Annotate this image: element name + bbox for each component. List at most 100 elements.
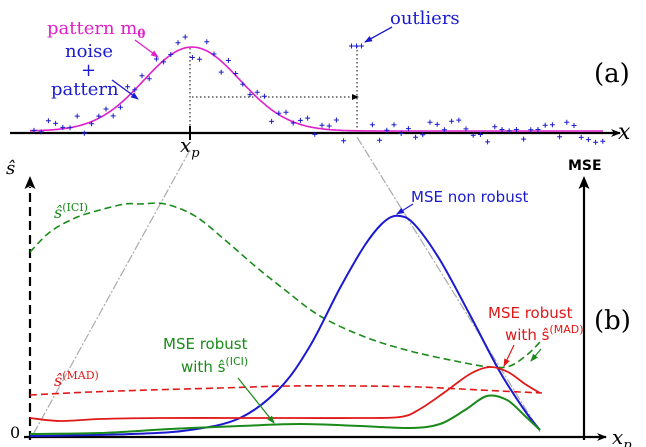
panel-a: x xp pattern mθ noise + pattern outliers… xyxy=(10,8,631,161)
panel-b-left-axis-label: ŝ xyxy=(6,158,15,179)
panel-a-tag: (a) xyxy=(594,59,630,89)
noise-point xyxy=(499,127,505,132)
noise-point xyxy=(247,92,253,98)
panel-b-x-axis-label: xp xyxy=(612,425,632,447)
noise-point xyxy=(139,73,145,79)
noise-point xyxy=(549,122,555,128)
mad-label: ŝ(MAD) xyxy=(54,369,99,390)
mse-robust-mad-arrow xyxy=(503,344,515,367)
noise-point xyxy=(449,118,455,124)
noise-point xyxy=(405,126,411,132)
noise-point xyxy=(103,106,109,112)
panel-b-right-axis-label: MSE xyxy=(568,158,602,174)
panel-b-right-axis-arrowhead xyxy=(578,176,590,189)
noise-point xyxy=(254,89,260,95)
noise-point xyxy=(557,134,563,140)
noise-point xyxy=(269,118,275,124)
noise-label-line1: noise xyxy=(65,41,113,62)
noise-point xyxy=(153,56,159,62)
noise-point xyxy=(542,122,548,128)
noise-point xyxy=(369,122,375,128)
noise-point xyxy=(240,81,246,87)
noise-point xyxy=(60,124,66,130)
noise-point xyxy=(434,121,440,127)
noise-point xyxy=(218,69,224,75)
mse-robust-ici-arrow xyxy=(237,377,275,424)
noise-point xyxy=(132,87,138,93)
noise-point xyxy=(319,122,325,128)
noise-point xyxy=(276,110,282,116)
mse-nonrobust-arrow xyxy=(396,203,414,215)
noise-point xyxy=(189,55,195,60)
noise-point xyxy=(585,137,591,143)
mad-curve xyxy=(29,385,543,396)
noise-point xyxy=(297,117,303,123)
noise-point xyxy=(485,139,491,145)
outliers-label-arrow xyxy=(364,26,393,43)
noise-point xyxy=(333,117,339,123)
noise-point xyxy=(197,56,203,62)
projection-line-left xyxy=(29,149,191,441)
noise-point xyxy=(168,52,174,57)
noise-label-line2: + xyxy=(81,60,96,81)
mse-nonrobust-label: MSE non robust xyxy=(411,188,529,206)
noise-label-arrow xyxy=(111,79,139,100)
noise-point xyxy=(571,123,577,128)
noise-point xyxy=(161,59,167,65)
noise-point xyxy=(211,51,217,57)
noise-point xyxy=(377,137,383,143)
outliers-label: outliers xyxy=(390,8,460,29)
noise-point xyxy=(600,138,606,144)
noise-point xyxy=(312,131,318,137)
noise-point xyxy=(420,132,426,138)
noise-point xyxy=(31,127,37,133)
noise-point xyxy=(506,128,512,134)
panel-b: ŝ MSE xp 0 ŝ(ICI) ŝ(MAD) MSE non robust … xyxy=(6,158,632,447)
projection-line-right xyxy=(356,136,541,433)
panel-b-zero-label: 0 xyxy=(10,423,20,442)
noise-point xyxy=(305,115,311,121)
noise-point xyxy=(391,122,397,128)
mse-robust-mad-label-line2: with ŝ(MAD) xyxy=(505,323,584,344)
outlier-points xyxy=(349,43,364,49)
noise-point xyxy=(110,113,116,119)
noise-point xyxy=(535,127,541,132)
noise-point xyxy=(146,76,152,82)
mse-robust-ici-label-line1: MSE robust xyxy=(163,335,248,353)
noise-point xyxy=(175,40,181,46)
noise-point xyxy=(470,132,476,138)
noise-point xyxy=(413,134,419,140)
noise-point xyxy=(441,127,447,133)
noise-point xyxy=(225,58,231,63)
noise-points xyxy=(31,34,606,145)
pattern-label-arrow xyxy=(134,39,159,58)
panel-b-tag: (b) xyxy=(594,306,631,336)
noise-point xyxy=(521,136,527,142)
noise-point xyxy=(398,131,404,136)
noise-point xyxy=(456,117,462,123)
noise-point xyxy=(326,123,332,129)
noise-point xyxy=(593,139,599,145)
pattern-label: pattern mθ xyxy=(47,18,145,41)
noise-point xyxy=(261,93,267,99)
panel-b-left-axis-arrowhead xyxy=(24,176,36,189)
noise-point xyxy=(96,113,102,119)
noise-point xyxy=(38,129,44,135)
noise-label-line3: pattern xyxy=(51,79,119,100)
ici-curve xyxy=(29,202,541,369)
noise-point xyxy=(564,119,570,125)
noise-point xyxy=(463,126,469,132)
noise-point xyxy=(528,127,534,133)
noise-point xyxy=(477,132,483,137)
noise-point xyxy=(427,119,433,125)
panel-a-xp-label: xp xyxy=(180,133,200,161)
panel-a-x-axis-label: x xyxy=(618,120,631,145)
mse-robust-ici-curve xyxy=(29,394,541,435)
noise-point xyxy=(53,120,59,126)
noise-point xyxy=(67,125,73,131)
ici-label: ŝ(ICI) xyxy=(54,201,88,222)
noise-point xyxy=(492,124,498,130)
noise-point xyxy=(283,109,289,115)
mse-robust-mad-label-line1: MSE robust xyxy=(488,304,573,322)
